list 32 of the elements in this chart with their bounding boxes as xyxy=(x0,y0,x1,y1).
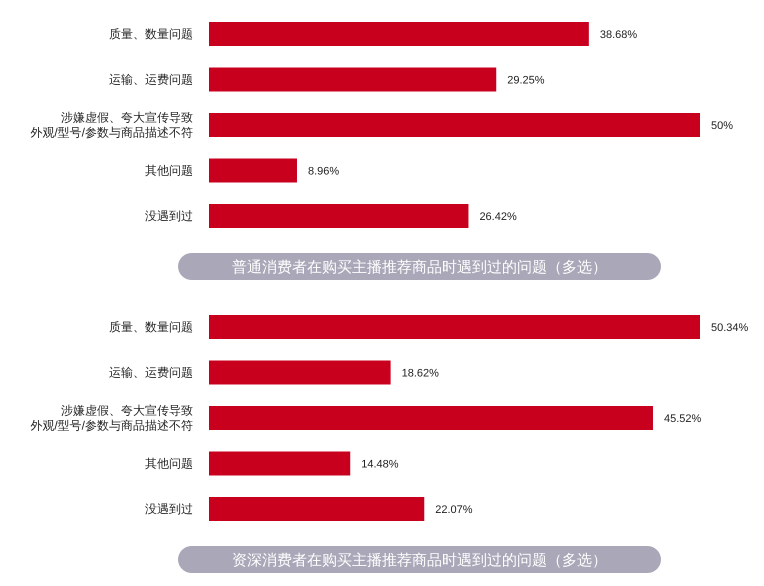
data-label: 8.96% xyxy=(308,166,340,178)
y-tick-label: 质量、数量问题 xyxy=(109,27,193,41)
y-tick-label: 涉嫌虚假、夸大宣传导致外观/型号/参数与商品描述不符 xyxy=(30,404,193,432)
data-label: 29.25% xyxy=(507,74,545,86)
bar xyxy=(209,158,297,182)
bar xyxy=(209,497,424,521)
data-label: 38.68% xyxy=(600,29,638,41)
y-tick-label: 其他问题 xyxy=(145,164,193,178)
y-tick-label: 没遇到过 xyxy=(145,502,193,516)
bar xyxy=(209,452,350,476)
data-label: 14.48% xyxy=(361,458,399,470)
y-tick-label: 质量、数量问题 xyxy=(109,320,193,334)
y-tick-label: 没遇到过 xyxy=(145,209,193,223)
bar xyxy=(209,204,468,228)
data-label: 50% xyxy=(711,120,734,132)
text: 普通消费者在购买主播推荐商品时遇到过的问题（多选） xyxy=(232,259,607,276)
y-tick-label: 运输、运费问题 xyxy=(109,72,193,86)
data-label: 22.07% xyxy=(435,504,473,516)
data-label: 26.42% xyxy=(479,211,517,223)
data-label: 50.34% xyxy=(711,322,749,334)
bar xyxy=(209,22,589,46)
y-tick-label: 涉嫌虚假、夸大宣传导致外观/型号/参数与商品描述不符 xyxy=(30,110,193,140)
bar xyxy=(209,406,653,430)
bar xyxy=(209,113,700,137)
bar xyxy=(209,68,496,92)
y-tick-label: 运输、运费问题 xyxy=(109,366,193,380)
text: 资深消费者在购买主播推荐商品时遇到过的问题（多选） xyxy=(232,552,607,569)
bar xyxy=(209,315,700,339)
data-label: 18.62% xyxy=(402,368,440,380)
bar xyxy=(209,360,391,384)
y-tick-label: 其他问题 xyxy=(145,456,193,470)
data-label: 45.52% xyxy=(664,413,702,425)
